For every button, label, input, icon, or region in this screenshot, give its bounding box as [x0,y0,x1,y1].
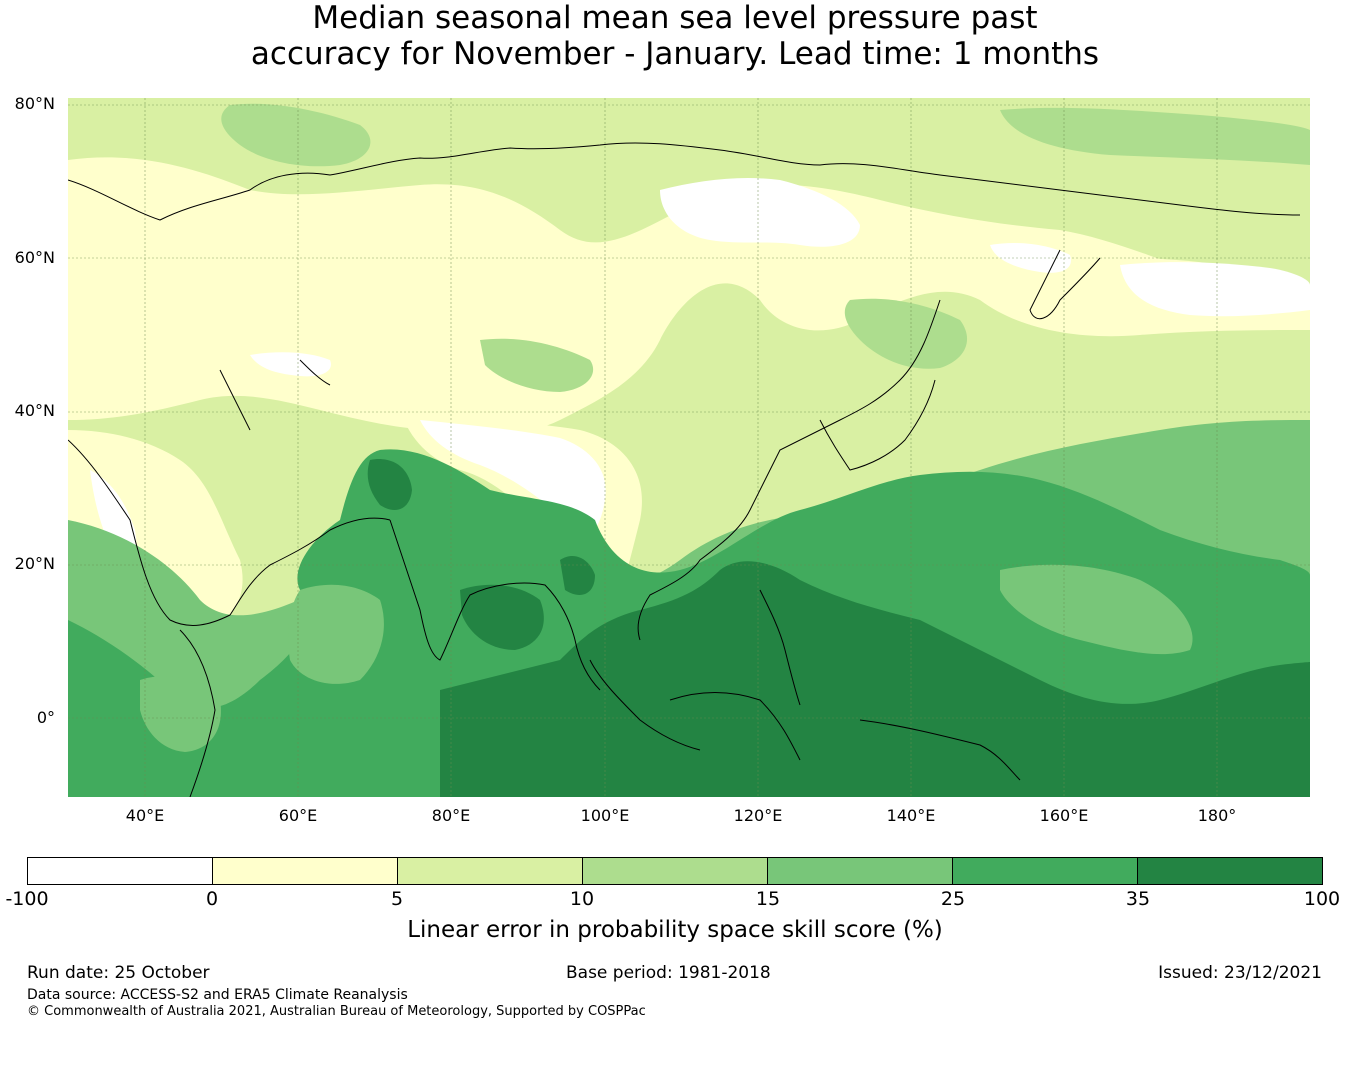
lat-label-60n: 60°N [14,248,55,267]
lon-label-160e: 160°E [1039,806,1089,825]
colorbar-tick: 100 [1303,888,1341,910]
colorbar-tick: 15 [755,888,781,910]
coastlines [68,142,1301,797]
lat-label-40n: 40°N [14,401,55,420]
colorbar-tick: 25 [940,888,966,910]
lat-label-20n: 20°N [14,554,55,573]
title-line-2: accuracy for November - January. Lead ti… [250,36,1100,72]
lat-label-0: 0° [36,708,55,727]
colorbar-segment [213,858,398,884]
colorbar-tick: 10 [569,888,595,910]
lon-label-80e: 80°E [431,806,471,825]
colorbar-segment [1138,858,1322,884]
colorbar-tick: 5 [390,888,404,910]
skill-map [68,98,1310,797]
lon-label-140e: 140°E [886,806,936,825]
colorbar-segment [768,858,953,884]
skill-field [68,98,1310,797]
data-source: Data source: ACCESS-S2 and ERA5 Climate … [27,987,408,1003]
colorbar-segment [583,858,768,884]
lat-label-80n: 80°N [14,94,55,113]
lon-label-120e: 120°E [733,806,783,825]
issued-date: Issued: 23/12/2021 [1158,963,1322,983]
colorbar-label: Linear error in probability space skill … [407,917,943,943]
colorbar-segment [398,858,583,884]
map-area: 80°N 60°N 40°N 20°N 0° 40°E 60°E 80°E 10… [14,94,1310,825]
colorbar-tick: -100 [5,888,49,910]
title-line-1: Median seasonal mean sea level pressure … [312,0,1038,36]
chart-title: Median seasonal mean sea level pressure … [0,0,1350,72]
lon-label-60e: 60°E [278,806,318,825]
base-period: Base period: 1981-2018 [566,963,771,983]
colorbar-segment [953,858,1138,884]
colorbar-segment [28,858,213,884]
colorbar [27,857,1323,885]
colorbar-tick: 0 [205,888,219,910]
lon-label-40e: 40°E [125,806,165,825]
copyright: © Commonwealth of Australia 2021, Austra… [27,1004,646,1019]
lon-label-180: 180° [1197,806,1237,825]
run-date: Run date: 25 October [27,963,210,983]
lon-label-100e: 100°E [580,806,630,825]
graticule [68,98,1310,797]
colorbar-tick: 35 [1125,888,1151,910]
